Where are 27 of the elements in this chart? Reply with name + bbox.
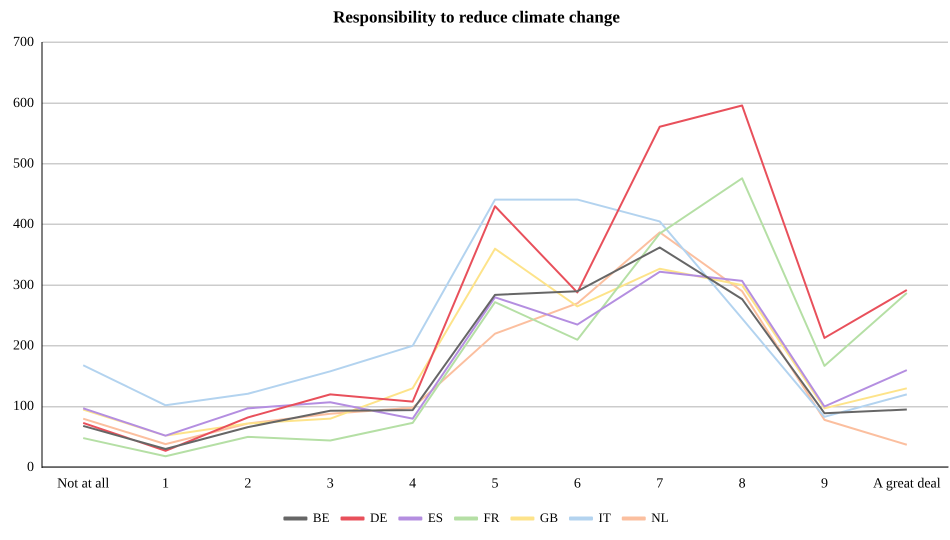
legend-label: GB — [540, 510, 558, 525]
x-tick-label: 8 — [738, 476, 746, 492]
y-tick-label: 300 — [13, 278, 34, 293]
chart-title: Responsibility to reduce climate change — [333, 8, 620, 27]
y-tick-label: 500 — [13, 156, 34, 172]
legend-label: IT — [598, 510, 611, 525]
x-tick-label: 1 — [162, 476, 170, 492]
x-tick-label: 9 — [820, 476, 828, 492]
legend-label: FR — [484, 510, 500, 525]
y-tick-label: 0 — [27, 460, 34, 475]
y-tick-label: 200 — [13, 338, 34, 354]
x-tick-label: 2 — [244, 476, 252, 492]
x-tick-label: A great deal — [873, 476, 941, 492]
x-tick-label: 7 — [656, 476, 664, 492]
x-tick-label: Not at all — [57, 476, 110, 492]
x-tick-label: 3 — [326, 476, 334, 492]
y-tick-label: 700 — [13, 35, 34, 50]
y-tick-label: 400 — [13, 217, 34, 232]
x-tick-label: 5 — [492, 476, 498, 492]
y-tick-label: 600 — [13, 96, 34, 111]
y-tick-label: 100 — [13, 399, 34, 414]
x-tick-label: 4 — [409, 476, 416, 492]
legend-label: NL — [651, 510, 669, 525]
x-tick-label: 6 — [574, 476, 581, 492]
legend-label: ES — [428, 510, 444, 525]
legend-label: BE — [312, 510, 330, 525]
legend-label: DE — [370, 510, 388, 525]
